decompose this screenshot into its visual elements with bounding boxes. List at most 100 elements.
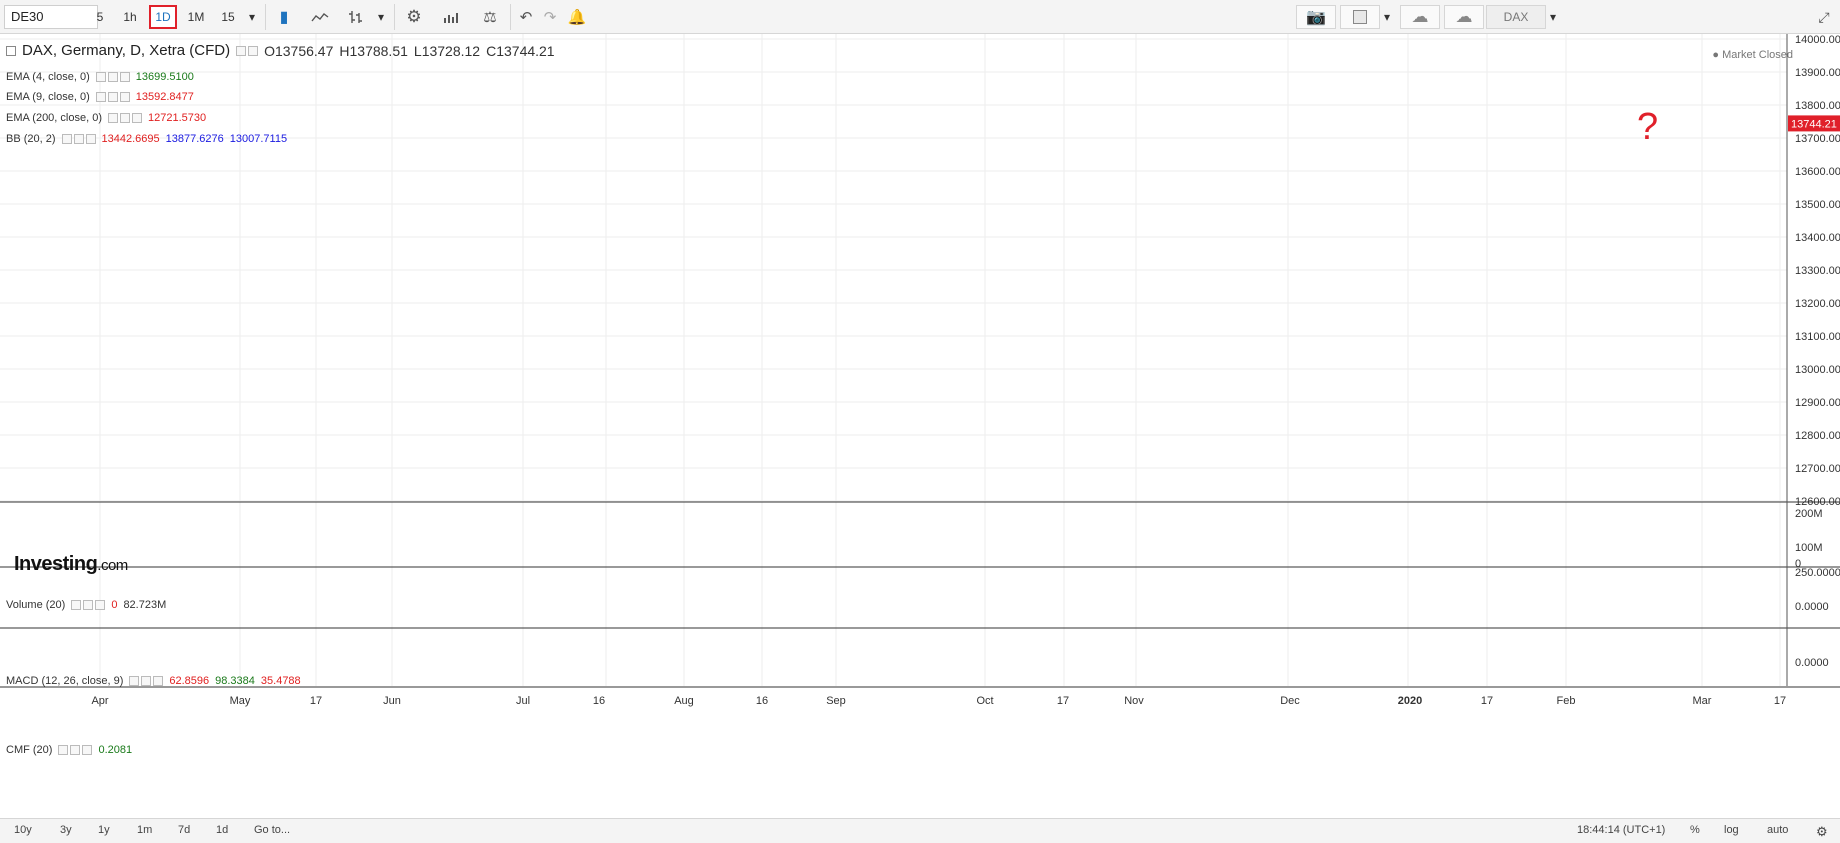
line-chart-icon[interactable] [306, 5, 334, 29]
bb-value-3: 13007.7115 [229, 133, 288, 145]
indicators-icon[interactable] [438, 5, 466, 29]
y-tick-label: 13000.00 [1795, 364, 1840, 376]
ohlc-close: C13744.21 [486, 42, 555, 59]
undo-icon[interactable]: ↶ [519, 9, 533, 26]
range-1y[interactable]: 1y [98, 824, 110, 836]
y-tick-label: 13900.00 [1795, 67, 1840, 79]
cmf-legend: CMF (20) 0.2081 [6, 744, 132, 756]
symbol-input[interactable]: DE30 [4, 5, 98, 29]
x-tick-label: Jun [383, 695, 401, 707]
bb-legend: BB (20, 2) 13442.6695 13877.6276 13007.7… [6, 133, 287, 145]
volume-settings-icon[interactable] [71, 600, 106, 610]
ema4-settings-icon[interactable] [95, 72, 130, 82]
bb-settings-icon[interactable] [61, 134, 96, 144]
range-1m[interactable]: 1m [137, 824, 153, 836]
volume-tick-label: 200M [1795, 508, 1823, 520]
template-dropdown-icon[interactable]: ▾ [1383, 10, 1391, 24]
interval-5[interactable]: 5 [96, 10, 104, 24]
y-tick-label: 13200.00 [1795, 298, 1840, 310]
percent-toggle[interactable]: % [1690, 824, 1700, 836]
gear-icon[interactable]: ⚙ [406, 7, 422, 26]
interval-dropdown-icon[interactable]: ▾ [248, 10, 256, 24]
goto-button[interactable]: Go to... [254, 824, 291, 836]
main-legend: DAX, Germany, D, Xetra (CFD) O13756.47 H… [6, 42, 555, 59]
volume-tick-label: 0 [1795, 558, 1801, 570]
x-tick-label: 17 [1481, 695, 1493, 707]
range-1d[interactable]: 1d [216, 824, 229, 836]
ema200-legend: EMA (200, close, 0) 12721.5730 [6, 112, 206, 124]
x-tick-label: Aug [674, 695, 694, 707]
x-tick-label: 2020 [1398, 695, 1422, 707]
x-tick-label: 16 [756, 695, 768, 707]
y-tick-label: 13500.00 [1795, 199, 1840, 211]
x-tick-label: Nov [1124, 695, 1144, 707]
x-tick-label: Dec [1280, 695, 1300, 707]
interval-15[interactable]: 15 [221, 10, 235, 24]
x-tick-label: 16 [593, 695, 605, 707]
toolbar: DE30 5 1h 1D 1M 15 ▾ ▮ ▾ ⚙ ⚖ ↶ ↷ 🔔 📷 ▾ ☁… [0, 0, 1840, 34]
bottom-bar: 10y 3y 1y 1m 7d 1d Go to... 18:44:14 (UT… [0, 818, 1840, 843]
ema4-label: EMA (4, close, 0) [6, 71, 90, 83]
symbol-dropdown-icon[interactable]: ▾ [1549, 10, 1557, 24]
y-tick-label: 13300.00 [1795, 265, 1840, 277]
macd-tick-label: 250.0000 [1795, 567, 1840, 579]
chart-canvas[interactable]: PP 14000.0013900.0013800.0013700.0013600… [0, 34, 1840, 818]
interval-1h[interactable]: 1h [123, 10, 137, 24]
x-tick-label: Jul [516, 695, 530, 707]
macd-label: MACD (12, 26, close, 9) [6, 675, 124, 687]
ema9-settings-icon[interactable] [95, 92, 130, 102]
x-tick-label: Apr [91, 695, 108, 707]
ema200-settings-icon[interactable] [108, 113, 142, 123]
collapse-icon[interactable] [6, 45, 16, 56]
y-tick-label: 13600.00 [1795, 166, 1840, 178]
bar-style-icon[interactable] [342, 5, 370, 29]
settings-gear-icon[interactable]: ⚙ [1816, 824, 1828, 839]
range-7d[interactable]: 7d [178, 824, 191, 836]
x-tick-label: Feb [1557, 695, 1576, 707]
x-tick-label: 17 [1774, 695, 1786, 707]
macd-value-2: 98.3384 [215, 675, 255, 687]
ema4-value: 13699.5100 [135, 71, 194, 83]
range-10y[interactable]: 10y [14, 824, 32, 836]
interval-1d[interactable]: 1D [149, 5, 177, 29]
redo-icon[interactable]: ↷ [543, 9, 557, 26]
cmf-tick-label: 0.0000 [1795, 657, 1829, 669]
x-tick-label: 17 [310, 695, 322, 707]
macd-settings-icon[interactable] [129, 676, 164, 686]
y-tick-label: 13700.00 [1795, 133, 1840, 145]
x-tick-label: Sep [826, 695, 846, 707]
y-tick-label: 13100.00 [1795, 331, 1840, 343]
cloud-upload-icon[interactable]: ☁ [1444, 5, 1484, 29]
y-tick-label: 12700.00 [1795, 463, 1840, 475]
compare-icon[interactable]: ⚖ [483, 9, 497, 26]
candle-style-icon[interactable]: ▮ [279, 9, 289, 26]
camera-icon[interactable]: 📷 [1296, 5, 1336, 29]
range-3y[interactable]: 3y [60, 824, 72, 836]
macd-value-1: 62.8596 [169, 675, 210, 687]
chart-type-dropdown-icon[interactable]: ▾ [377, 10, 385, 24]
market-status: ● Market Closed [1712, 49, 1793, 61]
ema9-label: EMA (9, close, 0) [6, 91, 90, 103]
bb-label: BB (20, 2) [6, 133, 56, 145]
fullscreen-icon[interactable]: ⤢ [1818, 8, 1830, 25]
ema200-label: EMA (200, close, 0) [6, 112, 102, 124]
legend-settings-icon[interactable] [236, 45, 259, 56]
cmf-settings-icon[interactable] [58, 745, 93, 755]
alert-icon[interactable]: 🔔 [567, 9, 587, 26]
interval-1m[interactable]: 1M [187, 10, 205, 24]
ema9-value: 13592.8477 [135, 91, 194, 103]
volume-legend: Volume (20) 0 82.723M [6, 599, 166, 611]
auto-toggle[interactable]: auto [1767, 824, 1789, 836]
bb-value-1: 13442.6695 [101, 133, 160, 145]
axes: 14000.00 13900.00 13800.00 13700.00 13600.00… [0, 34, 1840, 818]
ohlc-high: H13788.51 [339, 42, 408, 59]
symbol-select[interactable]: DAX [1486, 5, 1546, 29]
clock: 18:44:14 (UTC+1) [1577, 824, 1666, 836]
macd-value-3: 35.4788 [260, 675, 301, 687]
cloud-download-icon[interactable]: ☁ [1400, 5, 1440, 29]
chart-title: DAX, Germany, D, Xetra (CFD) [22, 42, 231, 59]
log-toggle[interactable]: log [1724, 824, 1739, 836]
volume-tick-label: 100M [1795, 542, 1823, 554]
template-icon[interactable] [1340, 5, 1380, 29]
last-price-tag [1788, 115, 1840, 132]
